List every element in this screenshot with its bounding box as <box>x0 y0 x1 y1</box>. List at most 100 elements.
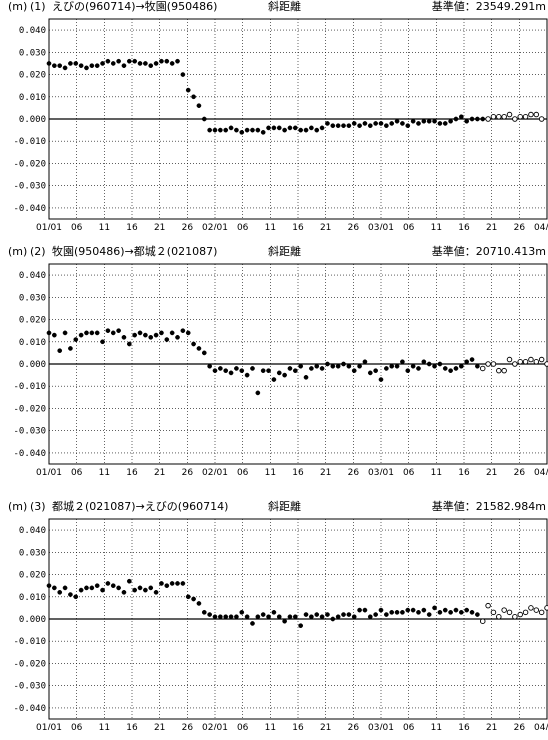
y-tick-label: -0.010 <box>13 137 46 147</box>
data-point <box>303 612 309 617</box>
data-point <box>442 366 448 371</box>
x-tick-label: 26 <box>182 468 194 475</box>
data-point <box>260 129 266 135</box>
x-tick-label: 16 <box>292 223 304 230</box>
data-point-open <box>512 614 518 620</box>
y-tick-label: 0.030 <box>19 48 46 58</box>
data-point <box>287 614 293 620</box>
data-point <box>185 594 191 600</box>
data-point <box>260 368 266 374</box>
data-point <box>394 118 400 124</box>
data-point <box>132 332 138 338</box>
x-tick-label: 21 <box>154 468 165 475</box>
data-point <box>196 601 202 606</box>
data-point <box>244 372 250 378</box>
data-point <box>239 129 245 135</box>
data-point <box>52 332 57 338</box>
x-tick-label: 11 <box>99 723 110 730</box>
measurement-kind: 斜距離 <box>268 245 301 258</box>
data-point-open <box>528 605 534 611</box>
data-point-open <box>512 116 518 122</box>
data-point <box>110 330 116 336</box>
data-point-open <box>517 114 523 120</box>
data-point <box>325 121 330 126</box>
data-point <box>480 116 486 122</box>
scatter-plot-3: 0.040 0.030 0.020 0.010 0.000 -0.010 -0.020 -0.… <box>13 518 548 730</box>
data-point <box>260 612 266 617</box>
data-point <box>196 346 202 351</box>
x-tick-label: 26 <box>514 723 526 730</box>
data-point <box>362 121 368 126</box>
x-tick-label: 16 <box>126 723 138 730</box>
y-tick-label: -0.030 <box>13 182 46 192</box>
data-point <box>159 330 164 336</box>
y-tick-label: 0.000 <box>19 115 46 125</box>
x-tick-label: 21 <box>154 723 165 730</box>
data-point <box>309 125 314 131</box>
data-point <box>105 328 111 334</box>
data-point <box>351 614 357 620</box>
data-point <box>201 350 207 356</box>
data-point-open <box>528 111 534 118</box>
data-point <box>191 341 196 347</box>
data-point <box>121 334 127 340</box>
data-point <box>271 377 277 382</box>
data-point <box>458 609 464 615</box>
data-point <box>378 377 384 382</box>
data-point <box>325 361 330 367</box>
x-tick-label: 26 <box>348 468 360 475</box>
data-point <box>351 368 357 374</box>
data-point <box>153 332 159 338</box>
data-point <box>314 363 320 369</box>
data-point <box>84 330 89 336</box>
x-tick-label: 06 <box>403 723 415 730</box>
data-point <box>244 614 250 620</box>
data-point <box>73 337 79 342</box>
data-point-open <box>485 361 491 367</box>
data-point <box>319 614 325 620</box>
data-point-open <box>496 614 502 620</box>
x-tick-label: 26 <box>514 223 526 230</box>
x-tick-label: 04/01 <box>534 468 548 475</box>
data-point-open <box>533 111 540 118</box>
data-point-open <box>517 359 523 365</box>
data-point-open <box>522 359 529 365</box>
data-point <box>212 614 218 620</box>
x-tick-label: 01/01 <box>36 223 62 230</box>
data-point <box>180 72 186 77</box>
data-point <box>116 585 121 591</box>
data-point <box>448 118 453 124</box>
scatter-plot-2: 0.040 0.030 0.020 0.010 0.000 -0.010 -0.020 -0.… <box>13 263 548 475</box>
data-point <box>282 618 287 624</box>
data-point-open <box>506 609 513 616</box>
data-point <box>421 359 427 365</box>
route-title: 都城２(021087)→えびの(960714) <box>52 500 229 513</box>
data-point <box>330 123 336 129</box>
data-point <box>292 614 298 620</box>
data-point <box>469 609 475 615</box>
data-point <box>239 368 245 374</box>
data-point <box>73 594 79 600</box>
data-point <box>84 585 89 591</box>
data-point <box>132 587 138 593</box>
data-point <box>201 609 207 615</box>
data-point <box>126 578 132 584</box>
data-point-open <box>490 361 497 367</box>
plot-frame <box>48 518 548 720</box>
x-tick-label: 11 <box>265 723 276 730</box>
x-tick-label: 04/01 <box>534 223 548 230</box>
data-point-open <box>533 607 540 613</box>
x-tick-label: 26 <box>348 223 360 230</box>
data-point <box>148 585 154 591</box>
data-point <box>437 609 443 615</box>
unit-label: (m) <box>8 245 28 258</box>
x-tick-label: 21 <box>320 223 331 230</box>
x-tick-label: 06 <box>71 223 83 230</box>
measurement-kind: 斜距離 <box>268 0 301 13</box>
x-tick-label: 21 <box>320 468 331 475</box>
data-point <box>453 366 459 371</box>
y-tick-label: -0.020 <box>13 159 46 169</box>
data-point-open <box>522 609 529 616</box>
data-point <box>394 363 400 369</box>
data-point <box>346 123 352 129</box>
